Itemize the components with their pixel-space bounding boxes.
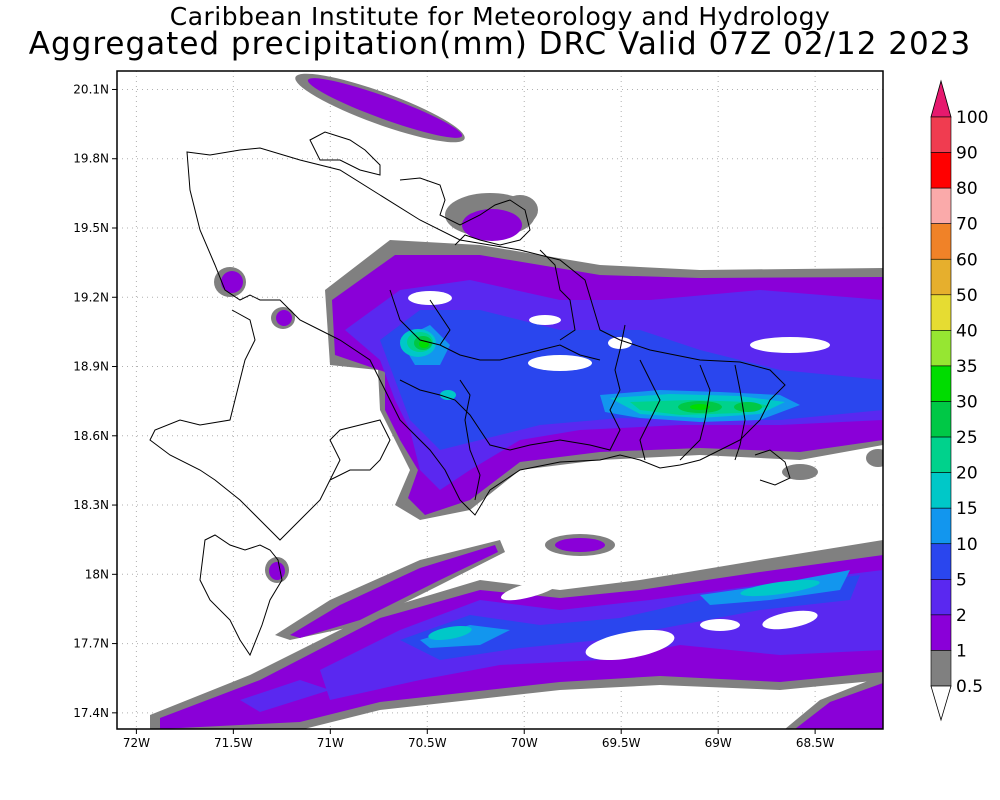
political-boundaries: [149, 131, 791, 657]
x-tick-label: 69W: [705, 736, 732, 750]
colorbar-swatch: [930, 543, 952, 580]
colorbar-label: 25: [956, 428, 978, 448]
y-tick-label: 18N: [85, 567, 109, 581]
colorbar-bottom-arrow: [930, 685, 952, 722]
colorbar-label: 70: [956, 215, 978, 235]
x-tick-label: 68.5W: [796, 736, 835, 750]
colorbar-swatch: [930, 258, 952, 296]
colorbar-swatch: [930, 116, 952, 153]
x-tick-label: 70W: [511, 736, 538, 750]
x-tick-label: 71W: [317, 736, 344, 750]
colorbar-label: 80: [956, 179, 978, 199]
colorbar-swatch: [930, 294, 952, 331]
y-tick-label: 19.2N: [73, 290, 109, 304]
colorbar-label: 30: [956, 393, 978, 413]
y-tick-label: 19.8N: [73, 152, 109, 166]
colorbar-label: 35: [956, 357, 978, 377]
product-title: Aggregated precipitation(mm) DRC Valid 0…: [28, 26, 972, 62]
y-tick-label: 18.9N: [73, 360, 109, 374]
colorbar-swatch: [930, 401, 952, 438]
y-tick-label: 20.1N: [73, 82, 109, 96]
colorbar-swatch: [930, 650, 952, 687]
colorbar-swatch: [930, 507, 952, 545]
colorbar-label: 60: [956, 250, 978, 270]
colorbar-swatch: [930, 223, 952, 260]
x-tick-label: 69.5W: [602, 736, 641, 750]
y-tick-label: 18.3N: [73, 498, 109, 512]
colorbar-swatch: [930, 152, 952, 189]
colorbar-label: 50: [956, 286, 978, 306]
x-tick-label: 70.5W: [408, 736, 447, 750]
colorbar-label: 5: [956, 570, 967, 590]
x-tick-label: 72W: [123, 736, 150, 750]
x-tick-label: 71.5W: [214, 736, 253, 750]
colorbar-label: 2: [956, 606, 967, 626]
colorbar-label: 15: [956, 499, 978, 519]
axis-ticks: 72W 71.5W 71W 70.5W 70W 69.5W 69W 68.5W 17.4N 17.…: [73, 82, 834, 750]
colorbar-label: 10: [956, 535, 978, 555]
colorbar-swatch: [930, 365, 952, 402]
y-tick-label: 17.4N: [73, 706, 109, 720]
colorbar-label: 90: [956, 144, 978, 164]
colorbar-top-arrow: [930, 79, 952, 118]
precipitation-field: [150, 73, 883, 729]
y-tick-label: 19.5N: [73, 221, 109, 235]
colorbar-label: 100: [956, 108, 988, 128]
y-tick-label: 17.7N: [73, 637, 109, 651]
colorbar-label: 40: [956, 321, 978, 341]
colorbar-swatch: [930, 436, 952, 473]
colorbar-swatch: [930, 579, 952, 616]
y-tick-label: 18.6N: [73, 429, 109, 443]
colorbar-label: 0.5: [956, 677, 983, 697]
colorbar-swatch: [930, 472, 952, 509]
colorbar-swatch: [930, 330, 952, 367]
institute-title: Caribbean Institute for Meteorology and …: [169, 2, 831, 31]
colorbar-swatch: [930, 614, 952, 651]
colorbar-label: 1: [956, 641, 967, 661]
map-frame: [116, 70, 884, 730]
colorbar-swatch: [930, 187, 952, 224]
colorbar-label: 20: [956, 464, 978, 484]
